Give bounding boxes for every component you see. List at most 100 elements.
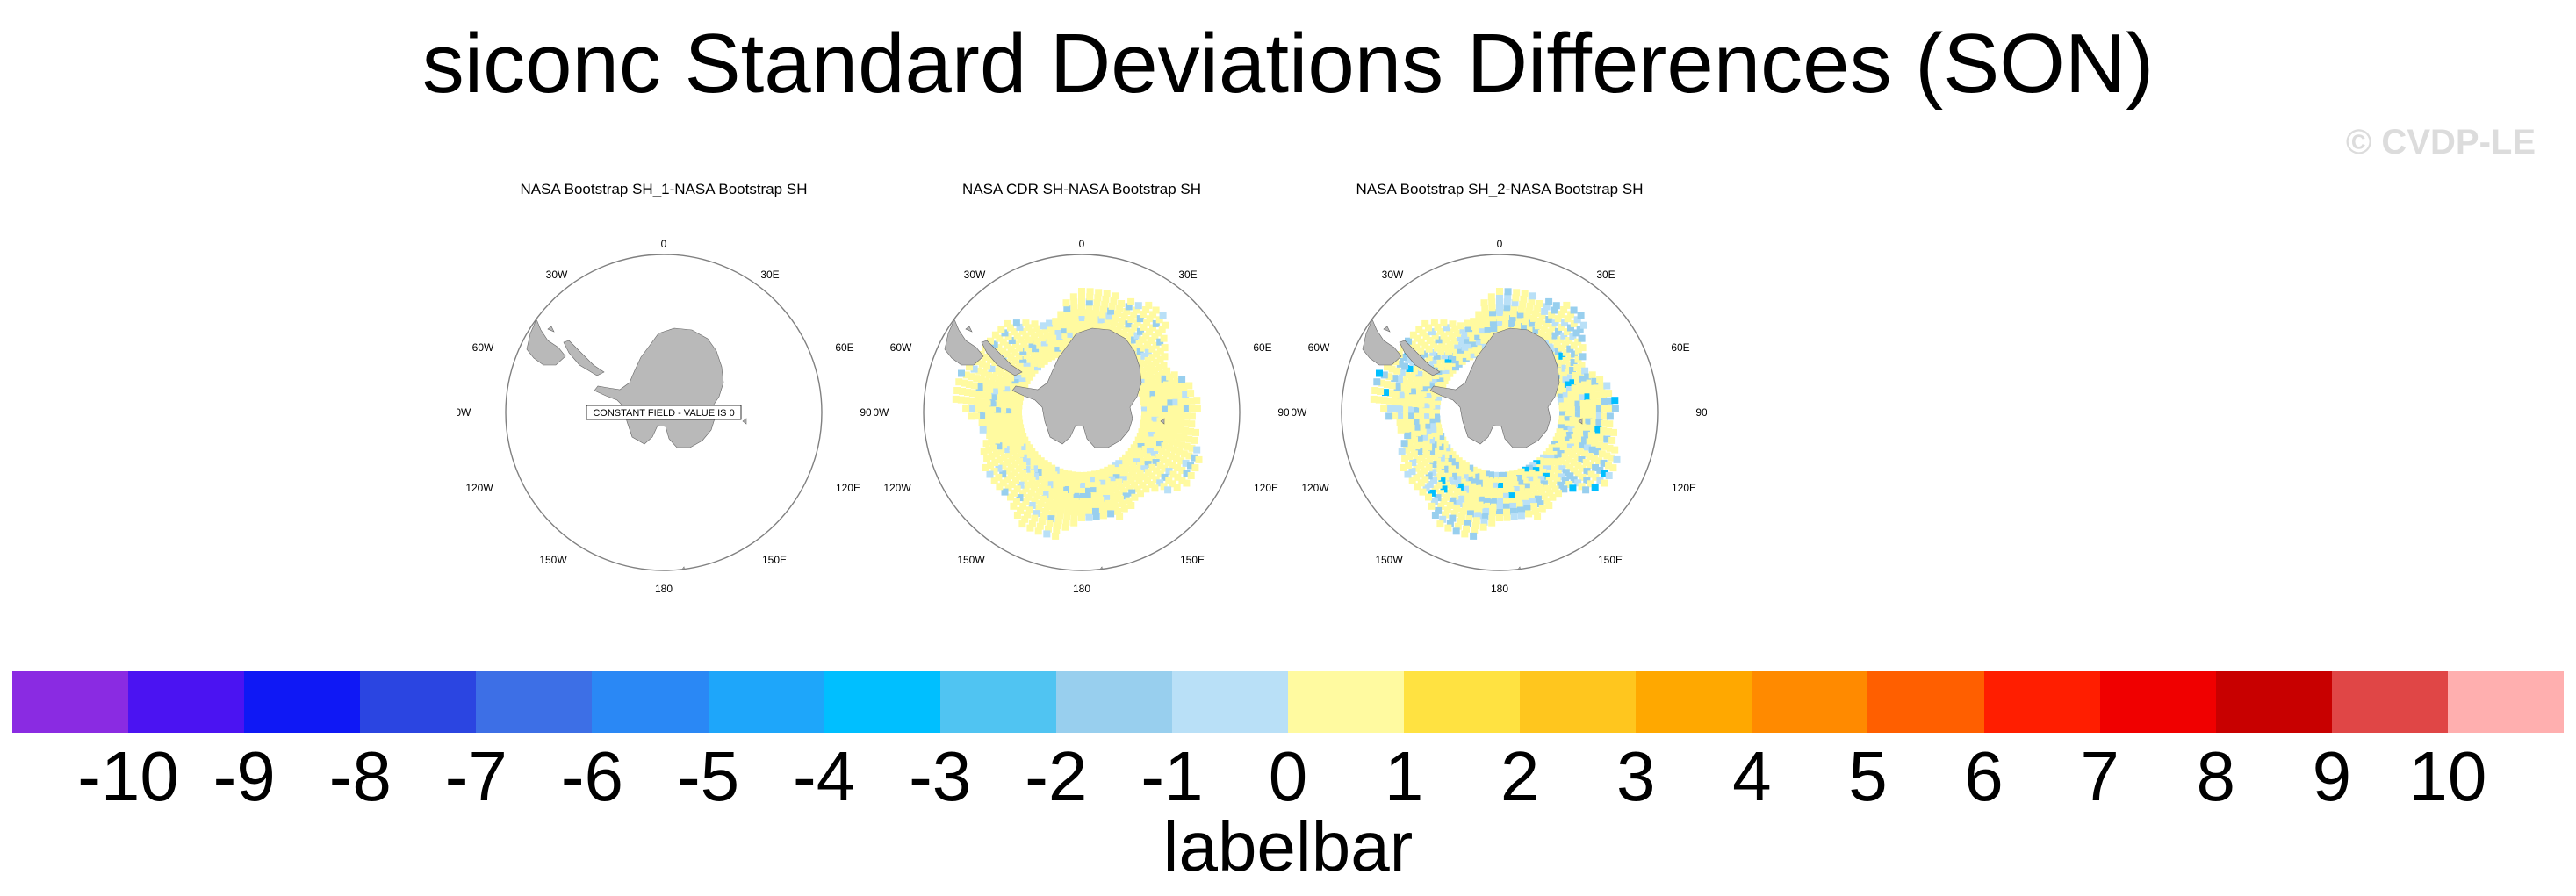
anomaly-cell [1415,369,1423,377]
anomaly-cell [1106,488,1114,496]
anomaly-cell [1101,490,1109,498]
anomaly-cell [1417,400,1425,408]
anomaly-cell [1011,461,1019,469]
anomaly-cell [1434,323,1442,331]
anomaly-cell [1159,312,1167,319]
south-america-landmass [1362,319,1402,366]
anomaly-cell [1031,352,1038,360]
anomaly-cell [1511,299,1519,307]
anomaly-cell [1574,417,1582,425]
labelbar-tick-label: -8 [328,737,392,815]
anomaly-cell [995,375,1003,383]
anomaly-cell [1183,442,1191,450]
anomaly-cell [1130,311,1138,319]
anomaly-cell [1479,332,1487,339]
anomaly-cell [1036,329,1044,337]
anomaly-cell [1470,318,1478,326]
anomaly-cell [996,388,1004,396]
anomaly-cell [1053,527,1061,534]
anomaly-cell [1143,364,1151,372]
anomaly-cell [987,462,995,469]
anomaly-cell [962,405,970,412]
anomaly-cell [1551,352,1558,360]
anomaly-cell [1016,378,1024,386]
anomaly-cell [1170,446,1178,454]
anomaly-cell [1008,432,1016,439]
anomaly-cell [1546,489,1554,497]
longitude-label: 90W [874,406,889,419]
constant-field-label: CONSTANT FIELD - VALUE IS 0 [586,405,742,420]
anomaly-cell [1027,489,1035,497]
anomaly-cell [1428,411,1435,419]
anomaly-cell [1011,356,1019,364]
anomaly-cell [1156,338,1164,346]
anomaly-cell [1183,419,1191,427]
anomaly-cell [1456,483,1464,491]
anomaly-cell [1451,492,1459,500]
anomaly-cell [1417,417,1425,425]
island-landmass [1160,418,1165,425]
anomaly-cell [1470,532,1478,540]
anomaly-cell [1056,512,1064,520]
anomaly-cell [1466,464,1474,472]
anomaly-cell [1103,495,1111,502]
anomaly-cell [1562,356,1570,364]
anomaly-cell [1061,523,1069,531]
anomaly-cell [1067,330,1075,338]
anomaly-cell [1469,334,1477,342]
anomaly-cell [1065,502,1072,510]
anomaly-cell [1023,465,1031,473]
anomaly-cell [1600,426,1608,434]
anomaly-cell [1133,458,1140,466]
anomaly-cell [1428,416,1436,424]
longitude-label: 150W [957,554,985,566]
anomaly-cell [1046,498,1054,505]
anomaly-cell [1528,297,1536,305]
anomaly-cell [1149,324,1156,332]
anomaly-cell [1025,324,1033,332]
anomaly-cell [1564,436,1572,444]
anomaly-cell [1435,393,1443,401]
anomaly-cell [1099,305,1107,313]
anomaly-cell [1155,364,1163,371]
anomaly-cell [981,384,989,392]
anomaly-cell [1434,457,1442,465]
anomaly-cell [1056,484,1064,492]
anomaly-cell [1078,493,1085,500]
anomaly-cell [1068,482,1076,490]
anomaly-cell [1500,482,1508,490]
anomaly-cell [1078,477,1085,484]
anomaly-cell [1584,424,1592,432]
anomaly-cell [1515,501,1523,509]
anomaly-cell [1468,505,1476,513]
anomaly-cell [1110,481,1118,489]
anomaly-cell [1569,379,1577,387]
anomaly-cell [1046,481,1054,489]
anomaly-cell [1533,460,1541,468]
anomaly-cell [1064,507,1072,515]
anomaly-cell [1542,472,1550,480]
anomaly-cell [1515,475,1522,482]
anomaly-cell [1586,438,1594,446]
anomaly-cell [1598,450,1606,458]
anomaly-cell [1462,355,1470,362]
anomaly-cell [1003,384,1011,392]
anomaly-cell [1556,428,1564,436]
anomaly-cell [1004,333,1012,340]
anomaly-cell [1559,383,1567,391]
anomaly-cell [1522,499,1529,507]
labelbar-tick-label: 9 [2312,737,2352,815]
anomaly-cell [1114,467,1122,475]
anomaly-cell [1570,359,1578,366]
anomaly-cell [1396,405,1404,412]
anomaly-cell [1019,348,1027,355]
anomaly-cell [1414,429,1421,437]
anomaly-cell [1436,428,1443,436]
anomaly-cell [995,473,1003,481]
anomaly-cell [1492,471,1499,479]
anomaly-cell [1017,336,1025,344]
anomaly-cell [1040,357,1048,365]
anomaly-cell [1061,326,1068,334]
anomaly-cell [1053,340,1061,348]
longitude-label: 60E [835,341,853,354]
